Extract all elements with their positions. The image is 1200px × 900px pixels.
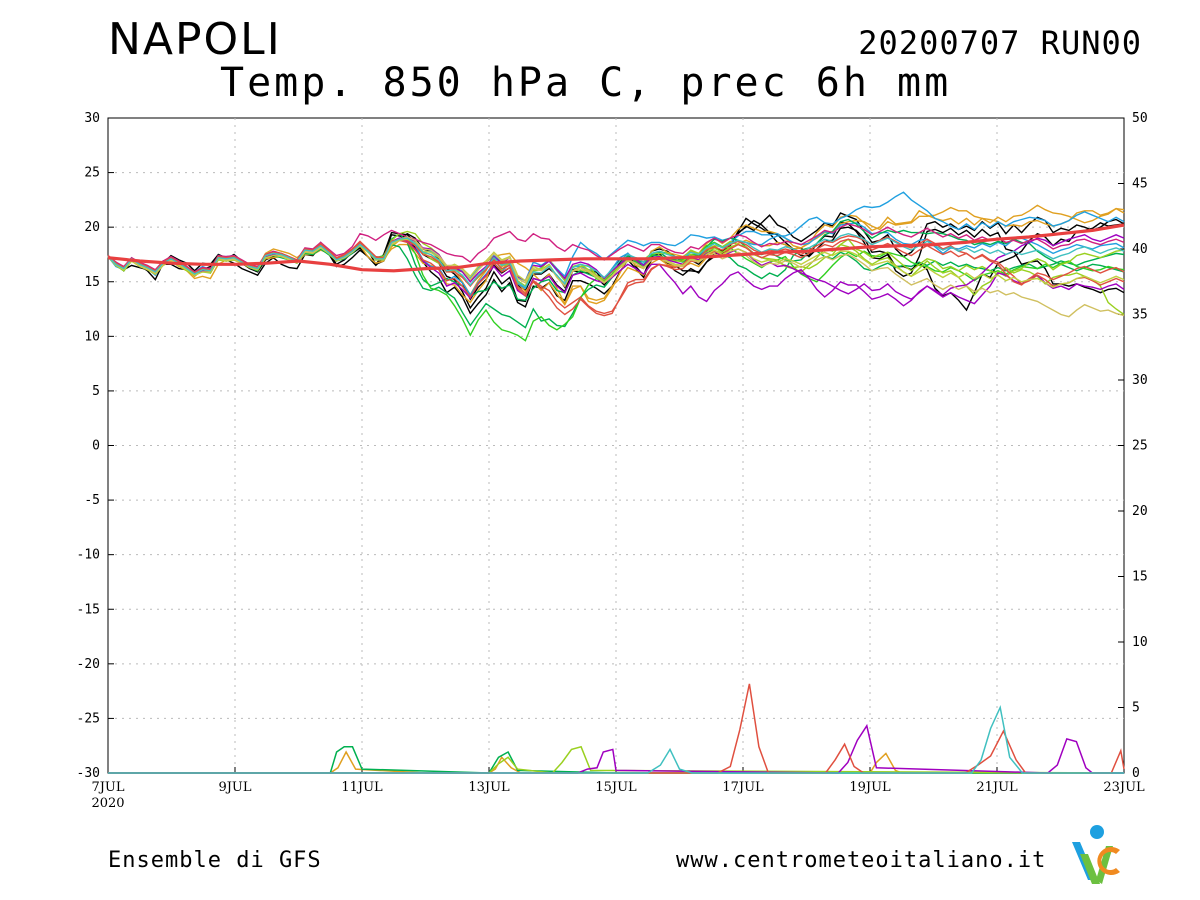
- footer-website: www.centrometeoitaliano.it: [676, 848, 1047, 873]
- x-tick-label: 15JUL: [595, 780, 637, 795]
- y-left-tick-label: -5: [84, 493, 100, 508]
- y-left-tick-label: 25: [84, 166, 100, 181]
- y-right-tick-label: 50: [1132, 111, 1148, 126]
- precip-series-line: [108, 750, 1124, 774]
- x-tick-label: 19JUL: [849, 780, 891, 795]
- precip-series-line: [108, 723, 1124, 774]
- temp-member-line: [107, 232, 1125, 289]
- y-right-tick-label: 30: [1132, 373, 1148, 388]
- y-left-tick-label: 30: [84, 111, 100, 126]
- run-label: 20200707 RUN00: [858, 24, 1142, 62]
- y-left-tick-label: -30: [77, 766, 100, 781]
- y-left-tick-label: 5: [92, 384, 100, 399]
- y-right-tick-label: 35: [1132, 308, 1148, 323]
- x-tick-label: 9JUL: [218, 780, 251, 795]
- y-right-tick-label: 40: [1132, 242, 1148, 257]
- temp-member-line: [107, 204, 1125, 307]
- x-tick-label: 11JUL: [341, 780, 383, 795]
- y-right-tick-label: 20: [1132, 504, 1148, 519]
- city-title: NAPOLI: [108, 14, 282, 65]
- y-left-tick-label: -25: [77, 711, 100, 726]
- temp-mean-line: [107, 223, 1125, 273]
- x-tick-label: 21JUL: [976, 780, 1018, 795]
- y-right-tick-label: 25: [1132, 439, 1148, 454]
- y-left-tick-label: -10: [77, 548, 100, 563]
- y-right-tick-label: 10: [1132, 635, 1148, 650]
- y-left-tick-label: 0: [92, 439, 100, 454]
- y-left-tick-label: -20: [77, 657, 100, 672]
- y-right-tick-label: 15: [1132, 570, 1148, 585]
- precip-series-line: [108, 683, 1125, 774]
- y-right-tick-label: 5: [1132, 701, 1140, 716]
- y-right-tick-label: 0: [1132, 766, 1140, 781]
- x-year-label: 2020: [91, 796, 124, 811]
- x-tick-label: 13JUL: [468, 780, 510, 795]
- centrometeo-logo-icon: [1072, 825, 1120, 884]
- x-tick-label: 23JUL: [1103, 780, 1145, 795]
- precip-series-line: [108, 705, 1124, 774]
- y-left-tick-label: -15: [77, 602, 100, 617]
- chart-subtitle: Temp. 850 hPa C, prec 6h mm: [220, 60, 952, 106]
- footer-source: Ensemble di GFS: [108, 848, 322, 873]
- y-left-tick-label: 20: [84, 220, 100, 235]
- y-left-tick-label: 15: [84, 275, 100, 290]
- x-tick-label: 17JUL: [722, 780, 764, 795]
- y-right-tick-label: 45: [1132, 177, 1148, 192]
- x-tick-label: 7JUL: [91, 780, 124, 795]
- y-left-tick-label: 10: [84, 329, 100, 344]
